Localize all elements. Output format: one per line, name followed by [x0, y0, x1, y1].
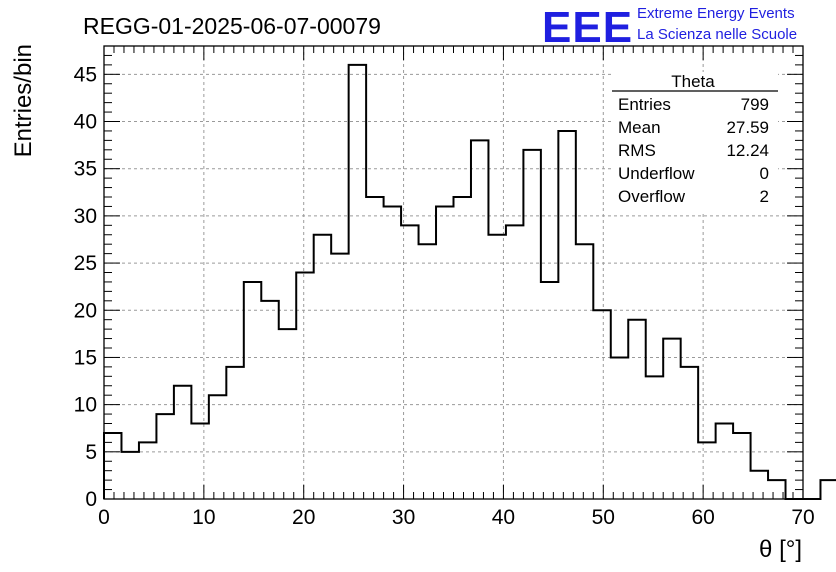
logo-line-1: Extreme Energy Events — [637, 5, 795, 22]
stats-label-rms: RMS — [618, 141, 656, 160]
histogram-bar — [174, 386, 191, 499]
stats-row: RMS 12.24 — [618, 141, 769, 160]
x-tick-label: 60 — [691, 506, 714, 529]
stats-row: Entries 799 — [618, 95, 769, 114]
histogram-bar — [820, 480, 836, 499]
y-tick-label: 35 — [74, 158, 97, 181]
x-tick-label: 50 — [592, 506, 615, 529]
stats-label-entries: Entries — [618, 95, 671, 114]
stats-row: Underflow 0 — [618, 164, 769, 183]
x-tick-label: 10 — [192, 506, 215, 529]
histogram-bar — [471, 140, 488, 499]
histogram-bar — [628, 320, 645, 499]
histogram-bar — [454, 197, 471, 499]
histogram-bar — [663, 339, 680, 499]
stats-value-rms: 12.24 — [726, 141, 769, 160]
x-tick-label: 40 — [492, 506, 515, 529]
y-tick-label: 25 — [74, 252, 97, 275]
histogram-outline — [103, 63, 836, 500]
stats-box: Theta Entries 799 Mean 27.59 RMS 12.24 U… — [612, 72, 778, 212]
logo-eee-text: EEE — [542, 3, 633, 52]
y-tick-label: 15 — [74, 346, 97, 369]
histogram-bar — [419, 244, 436, 499]
histogram-bar — [244, 282, 261, 499]
stats-label-mean: Mean — [618, 118, 661, 137]
x-tick-label: 70 — [791, 506, 814, 529]
x-tick-label: 0 — [98, 506, 110, 529]
histogram-bar — [558, 131, 575, 499]
grid-lines — [104, 46, 803, 499]
histogram-bar — [209, 395, 226, 499]
chart-title: REGG-01-2025-06-07-00079 — [83, 13, 381, 39]
x-tick-labels: 0 10 20 30 40 50 60 70 — [98, 506, 815, 529]
histogram-bar — [156, 414, 173, 499]
stats-box-background — [612, 72, 778, 212]
axis-ticks — [103, 45, 804, 500]
y-tick-label: 20 — [74, 299, 97, 322]
stats-value-entries: 799 — [741, 95, 769, 114]
histogram-bar — [226, 367, 243, 499]
stats-label-underflow: Underflow — [618, 164, 695, 183]
histogram-bar — [139, 442, 156, 499]
stats-value-mean: 27.59 — [726, 118, 769, 137]
x-tick-label: 30 — [392, 506, 415, 529]
histogram-bar — [681, 367, 698, 499]
y-tick-label: 5 — [85, 441, 97, 464]
stats-label-overflow: Overflow — [618, 187, 686, 206]
y-tick-label: 0 — [85, 488, 97, 511]
histogram-bar — [541, 282, 558, 499]
histogram-bar — [576, 244, 593, 499]
stats-title: Theta — [671, 72, 715, 91]
histogram-bar — [646, 376, 663, 499]
x-tick-label: 20 — [292, 506, 315, 529]
y-tick-label: 45 — [74, 63, 97, 86]
y-tick-labels: 0 5 10 15 20 25 30 35 40 45 — [74, 63, 97, 511]
stats-value-overflow: 2 — [760, 187, 769, 206]
logo-line-2: La Scienza nelle Scuole — [637, 26, 797, 43]
histogram-bar — [716, 424, 733, 500]
histogram-bar — [366, 197, 383, 499]
histogram-bar — [314, 235, 331, 499]
histogram-bar — [279, 329, 296, 499]
histogram-bar — [733, 433, 750, 499]
histogram-bar — [611, 357, 628, 499]
y-tick-label: 30 — [74, 205, 97, 228]
eee-logo: EEE Extreme Energy Events La Scienza nel… — [542, 3, 797, 52]
stats-row: Overflow 2 — [618, 187, 769, 206]
y-tick-label: 40 — [74, 111, 97, 134]
stats-value-underflow: 0 — [760, 164, 769, 183]
y-axis-title: Entries/bin — [10, 44, 37, 157]
stats-row: Mean 27.59 — [618, 118, 769, 137]
histogram-bar — [698, 442, 715, 499]
histogram-bar — [331, 254, 348, 499]
histogram-bar — [436, 206, 453, 499]
histogram-bar — [523, 150, 540, 499]
histogram-bar — [191, 424, 208, 500]
histogram-bar — [506, 225, 523, 499]
histogram-bar — [261, 301, 278, 499]
histogram-bar — [401, 225, 418, 499]
histogram-bar — [384, 206, 401, 499]
histogram-bar — [296, 273, 313, 500]
histogram-bar — [349, 65, 366, 499]
histogram-bar — [121, 452, 138, 499]
x-axis-title: θ [°] — [759, 536, 802, 563]
y-tick-label: 10 — [74, 394, 97, 417]
